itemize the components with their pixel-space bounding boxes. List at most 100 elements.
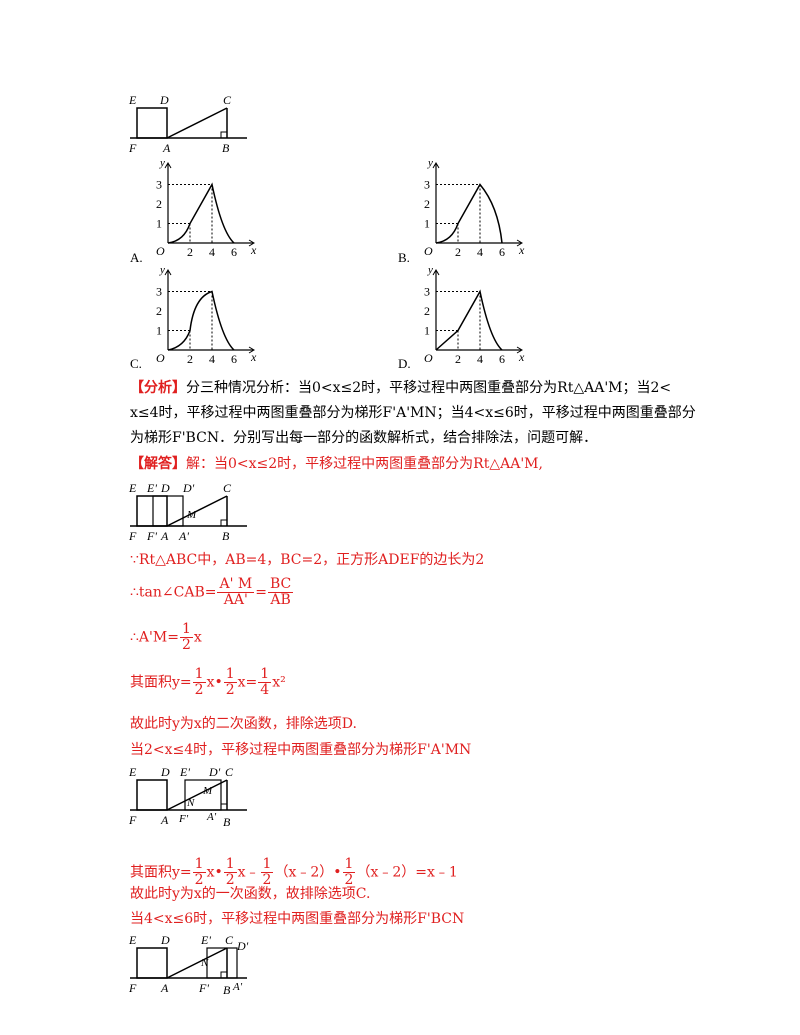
am-suffix: x [193,629,202,646]
y-axis-label: y [427,265,433,276]
analysis-line-1: 【分析】分三种情况分析：当0<x≤2时，平移过程中两图重叠部分为Rt△AA'M；… [130,378,671,398]
x-tick-label: 6 [499,245,505,258]
fig3-F-prime: F' [178,813,189,825]
solution-text-1: 解：当0<x≤2时，平移过程中两图重叠部分为Rt△AA'M, [186,456,543,472]
analysis-line-3: 为梯形F'BCN．分别写出每一部分的函数解析式，结合排除法，问题可解． [130,430,598,446]
fig4-C: C [225,933,234,947]
equals-sign: = [255,584,267,601]
origin-label: O [156,351,165,365]
fraction-num: BC [267,576,294,593]
fig3-E-prime: E' [179,765,190,779]
y-axis-label: y [159,158,165,169]
function-curve [167,182,235,244]
fraction-num: 1 [192,666,206,683]
area2-term-d: （x﹣2）=x﹣1 [356,864,458,881]
fig4-D-prime: D' [236,939,249,953]
fig3-M: M [202,785,213,797]
label-F: F [128,141,137,155]
y-tick-label: 2 [424,304,430,318]
x-tick-label: 2 [187,352,193,365]
area2-prefix: 其面积y= [130,864,192,881]
x-axis-arrow [516,239,523,247]
solution-line-3: ∴tan∠CAB= A' M AA' = BC AB [130,577,294,608]
tan-prefix: ∴tan∠CAB= [130,584,217,601]
x-tick-label: 4 [477,352,483,365]
label-B: B [222,141,230,155]
solution-tag: 【解答】 [130,456,186,472]
y-axis-arrow [164,269,172,276]
fig4-A-prime: A' [232,981,243,993]
solution-line-8: 其面积y= 1 2 x• 1 2 x﹣ 1 2 （x﹣2）• 1 2 （x﹣2）=x﹣1 [130,857,458,888]
origin-label: O [156,244,165,258]
y-tick-label: 2 [156,304,162,318]
x-tick-label: 4 [209,352,215,365]
y-tick-label: 1 [156,217,162,231]
analysis-text-1: 分三种情况分析：当0<x≤2时，平移过程中两图重叠部分为Rt△AA'M；当2< [186,380,672,396]
fig4-B: B [223,983,231,997]
fraction-num: 1 [192,856,206,873]
fig3-F: F [128,813,137,827]
fig3-A: A [160,813,169,827]
y-tick-label: 1 [424,324,430,338]
area-term-b: x= [237,674,258,691]
x-tick-label: 2 [455,245,461,258]
fraction-den: AA' [223,592,248,608]
fraction-num: 1 [258,666,272,683]
option-a-graph: 2 4 6 1 2 3 O x y [156,158,257,258]
y-tick-label: 2 [156,197,162,211]
label-C: C [223,93,232,107]
x-axis-arrow [516,346,523,354]
fig4-E-prime: E' [200,933,211,947]
y-axis-label: y [427,158,433,169]
y-tick-label: 1 [424,217,430,231]
option-b-graph: 2 4 6 1 2 3 O x y [424,158,525,258]
function-curve [435,183,503,244]
y-tick-label: 3 [424,178,430,192]
area-term-a: x• [206,674,223,691]
option-d-graph: 2 4 6 1 2 3 O x y [424,265,525,365]
x-axis-arrow [248,239,255,247]
fig3-B: B [223,815,231,828]
fig3-A-prime: A' [206,811,217,823]
x-axis-arrow [248,346,255,354]
fraction-den: 2 [194,872,204,888]
x-tick-label: 6 [499,352,505,365]
fig4-F-prime: F' [198,981,209,995]
option-c-graph: 2 4 6 1 2 3 O x y [156,265,257,365]
function-curve [435,289,503,351]
solution-line-2: ∵Rt△ABC中，AB=4，BC=2，正方形ADEF的边长为2 [130,552,485,568]
fraction-den: 2 [262,872,272,888]
solution-line-4: ∴A'M= 1 2 x [130,622,202,653]
area-prefix: 其面积y= [130,674,192,691]
fig3-N: N [186,797,195,809]
fig4-E: E [128,933,137,947]
fraction-am-over-aa: A' M AA' [217,576,255,608]
fraction-den: 2 [225,872,235,888]
fig3-D-prime: D' [208,765,221,779]
fraction-den: 2 [181,637,191,653]
fraction-num: 1 [260,856,274,873]
fig2-M: M [186,509,197,521]
fig2-A-prime: A' [178,529,189,543]
fig2-F: F [128,529,137,543]
fraction-bc-over-ab: BC AB [267,576,294,608]
analysis-tag: 【分析】 [130,380,186,396]
fig2-D-prime: D' [182,481,195,495]
fraction-num: 1 [342,856,356,873]
fraction-num: A' M [217,576,255,593]
fig4-D: D [160,933,170,947]
solution-line-9: 故此时y为x的一次函数，故排除选项C. [130,886,371,902]
top-figure: E D C F A B [128,93,247,155]
y-axis-label: y [159,265,165,276]
option-c-label: C. [130,356,142,371]
function-curve [167,290,235,351]
label-D: D [159,93,169,107]
label-E: E [128,93,137,107]
origin-label: O [424,351,433,365]
origin-label: O [424,244,433,258]
label-A: A [162,141,171,155]
